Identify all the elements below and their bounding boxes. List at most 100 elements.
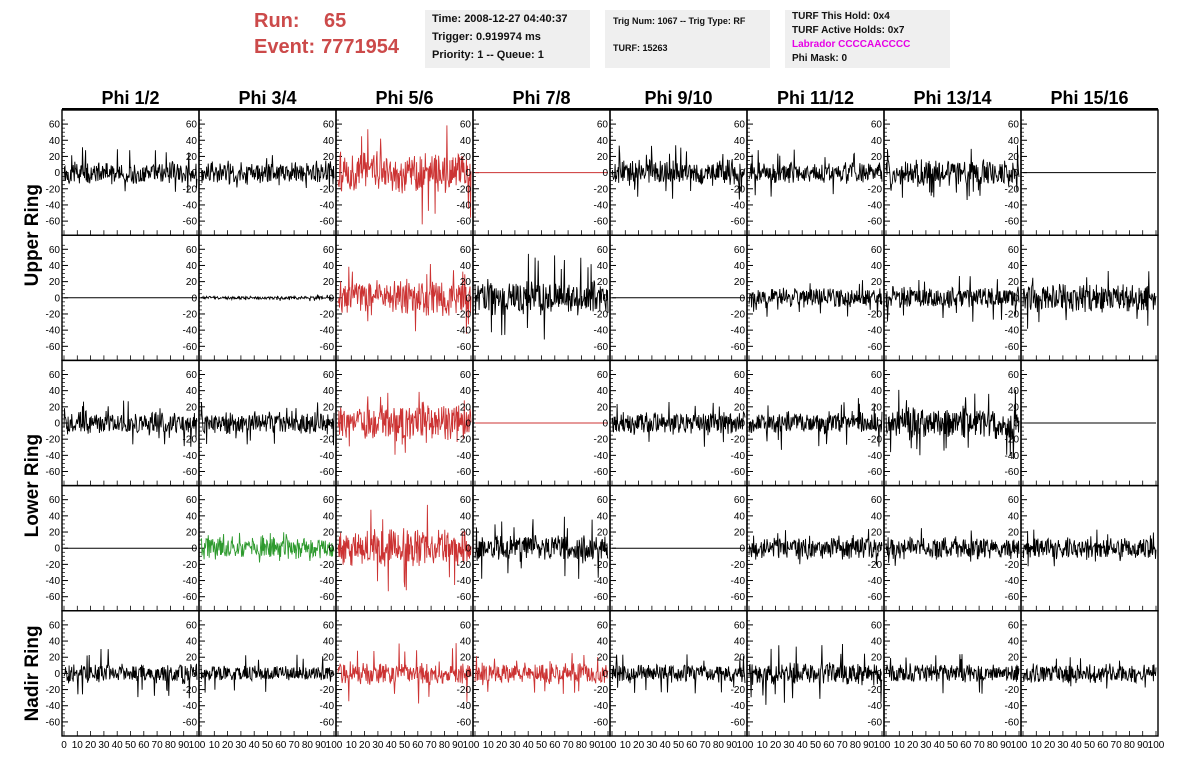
y-tick-label: 40	[1008, 386, 1020, 397]
y-tick-label: 20	[323, 402, 335, 413]
y-tick-label: 60	[871, 620, 883, 631]
y-tick-label: -60	[594, 217, 609, 228]
y-tick-label: 40	[186, 511, 198, 522]
x-tick-label: 80	[302, 740, 314, 751]
trigger-line: Trigger: 0.919974 ms	[432, 31, 541, 43]
y-tick-label: -60	[868, 342, 883, 353]
column-title: Phi 3/4	[238, 88, 296, 108]
x-tick-label: 40	[523, 740, 535, 751]
x-tick-label: 100	[600, 740, 617, 751]
y-tick-label: 60	[871, 370, 883, 381]
y-tick-label: 40	[323, 136, 335, 147]
x-tick-label: 90	[1000, 740, 1012, 751]
y-tick-label: 20	[186, 653, 198, 664]
y-tick-label: 40	[734, 386, 746, 397]
run-label: Run:	[254, 10, 300, 32]
y-tick-label: -60	[320, 592, 335, 603]
y-tick-label: 40	[1008, 637, 1020, 648]
y-tick-label: 20	[49, 402, 61, 413]
y-tick-label: -20	[183, 309, 198, 320]
y-tick-label: -20	[1005, 435, 1020, 446]
y-tick-label: 20	[1008, 152, 1020, 163]
x-tick-label: 80	[439, 740, 451, 751]
column-title: Phi 11/12	[777, 88, 854, 108]
event-value: 7771954	[321, 36, 399, 58]
waveform-trace	[1022, 657, 1157, 689]
y-tick-label: 20	[597, 152, 609, 163]
y-tick-label: -20	[457, 184, 472, 195]
x-tick-label: 40	[112, 740, 124, 751]
y-tick-label: 40	[871, 386, 883, 397]
x-tick-label: 10	[209, 740, 221, 751]
x-tick-label: 60	[549, 740, 561, 751]
y-tick-label: 0	[739, 669, 745, 680]
event-row: Event: 7771954	[254, 34, 399, 60]
waveform-trace	[748, 398, 883, 450]
y-tick-label: -60	[1005, 467, 1020, 478]
y-tick-label: 60	[597, 495, 609, 506]
waveform-trace	[63, 400, 198, 447]
x-tick-label: 50	[536, 740, 548, 751]
waveform-trace	[1022, 270, 1157, 329]
y-tick-label: 40	[597, 136, 609, 147]
y-tick-label: 20	[323, 277, 335, 288]
column-title: Phi 5/6	[375, 88, 433, 108]
x-tick-label: 30	[646, 740, 658, 751]
x-tick-label: 70	[563, 740, 575, 751]
y-tick-label: 40	[734, 136, 746, 147]
y-tick-label: -40	[183, 451, 198, 462]
y-tick-label: -60	[594, 592, 609, 603]
header-rule	[62, 108, 1158, 110]
y-tick-label: -60	[1005, 717, 1020, 728]
y-tick-label: 60	[186, 495, 198, 506]
waveform-trace	[474, 653, 609, 694]
y-tick-label: -60	[457, 342, 472, 353]
y-tick-label: -40	[731, 701, 746, 712]
x-tick-label: 70	[1111, 740, 1123, 751]
priority-line: Priority: 1 -- Queue: 1	[432, 49, 544, 61]
y-tick-label: 0	[328, 419, 334, 430]
y-tick-label: -40	[46, 326, 61, 337]
y-tick-label: 40	[871, 136, 883, 147]
turf-active-line: TURF Active Holds: 0x7	[792, 25, 905, 36]
y-tick-label: 40	[734, 261, 746, 272]
x-tick-label: 60	[1097, 740, 1109, 751]
x-tick-label: 70	[700, 740, 712, 751]
x-tick-label: 80	[1124, 740, 1136, 751]
ring-label: Nadir Ring	[22, 625, 43, 721]
y-tick-label: -60	[320, 467, 335, 478]
x-tick-label: 20	[359, 740, 371, 751]
y-tick-label: -40	[1005, 200, 1020, 211]
y-tick-label: -40	[868, 200, 883, 211]
y-tick-label: 40	[49, 261, 61, 272]
y-tick-label: -20	[1005, 309, 1020, 320]
y-tick-label: -20	[183, 685, 198, 696]
x-tick-label: 60	[960, 740, 972, 751]
y-tick-label: 0	[602, 669, 608, 680]
x-tick-label: 80	[165, 740, 177, 751]
x-tick-label: 70	[426, 740, 438, 751]
x-tick-label: 40	[249, 740, 261, 751]
time-line: Time: 2008-12-27 04:40:37	[432, 13, 568, 25]
y-tick-label: 40	[871, 261, 883, 272]
y-tick-label: 20	[597, 653, 609, 664]
y-tick-label: 20	[597, 528, 609, 539]
x-tick-label: 10	[346, 740, 358, 751]
y-tick-label: 20	[871, 152, 883, 163]
y-tick-label: 0	[602, 419, 608, 430]
turf-line: TURF: 15263	[613, 43, 668, 53]
y-tick-label: -40	[183, 326, 198, 337]
y-tick-label: -40	[594, 326, 609, 337]
y-tick-label: -20	[868, 184, 883, 195]
waveform-trace	[337, 391, 472, 455]
waveform-trace	[200, 155, 335, 192]
y-tick-label: 40	[49, 386, 61, 397]
x-tick-label: 10	[1031, 740, 1043, 751]
x-tick-label: 60	[275, 740, 287, 751]
y-tick-label: -40	[46, 451, 61, 462]
x-tick-label: 30	[98, 740, 110, 751]
y-tick-label: -20	[320, 560, 335, 571]
y-tick-label: -40	[1005, 451, 1020, 462]
x-tick-label: 50	[1084, 740, 1096, 751]
waveform-trace	[200, 401, 335, 446]
